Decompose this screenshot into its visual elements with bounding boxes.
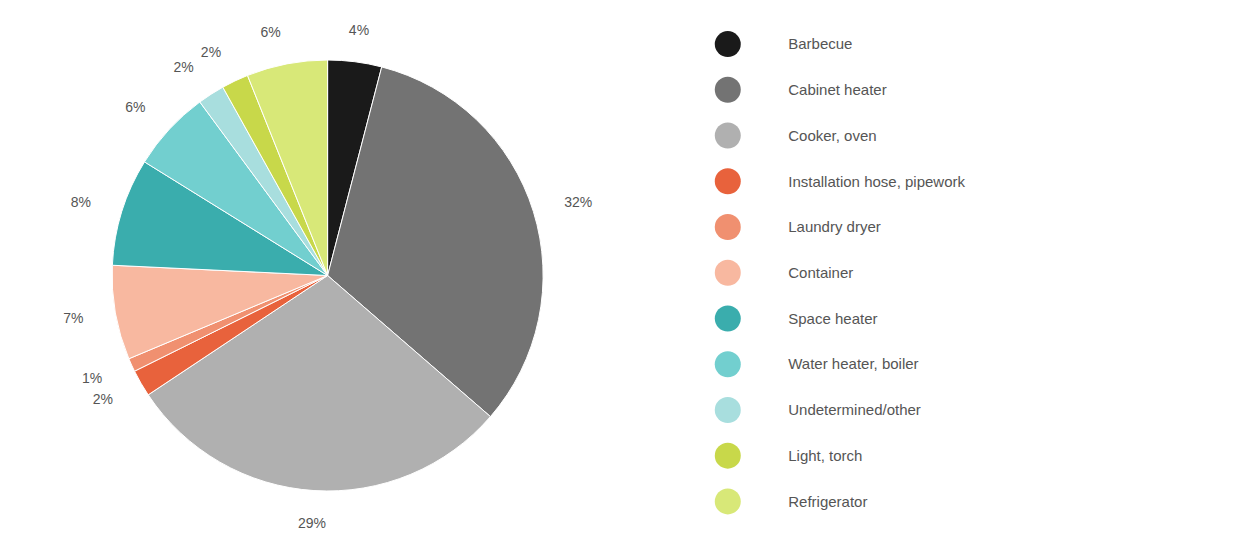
legend-label: Space heater — [788, 310, 877, 327]
data-label: 29% — [298, 515, 326, 531]
legend-swatch — [715, 488, 741, 514]
legend-swatch — [715, 31, 741, 57]
pie-slice — [248, 60, 328, 276]
legend-item: Container — [715, 260, 854, 286]
legend-label: Undetermined/other — [788, 401, 921, 418]
data-label: 4% — [349, 22, 369, 38]
legend-label: Laundry dryer — [788, 218, 881, 235]
legend-swatch — [715, 214, 741, 240]
legend-swatch — [715, 305, 741, 331]
legend-label: Cooker, oven — [788, 127, 876, 144]
legend-item: Water heater, boiler — [715, 351, 919, 377]
legend-item: Barbecue — [715, 31, 853, 57]
legend-swatch — [715, 351, 741, 377]
data-label: 2% — [173, 59, 193, 75]
legend-item: Light, torch — [715, 443, 863, 469]
legend-item: Refrigerator — [715, 488, 868, 514]
legend-item: Laundry dryer — [715, 214, 881, 240]
data-label: 8% — [71, 194, 91, 210]
legend: Barbecue Cabinet heater Cooker, oven Instal… — [715, 31, 966, 514]
legend-item: Cooker, oven — [715, 123, 877, 149]
legend-label: Cabinet heater — [788, 81, 886, 98]
legend-item: Cabinet heater — [715, 77, 887, 103]
data-label: 1% — [82, 370, 102, 386]
legend-label: Installation hose, pipework — [788, 173, 965, 190]
legend-swatch — [715, 123, 741, 149]
legend-swatch — [715, 443, 741, 469]
legend-swatch — [715, 77, 741, 103]
data-label: 6% — [260, 24, 280, 40]
legend-item: Undetermined/other — [715, 397, 921, 423]
legend-label: Container — [788, 264, 853, 281]
data-label: 2% — [201, 44, 221, 60]
chart: 4% 32% 29% 2% 1% 7% 8% 6% 2% 2% 6% Barbecue Cabinet … — [0, 0, 1260, 551]
legend-label: Refrigerator — [788, 493, 867, 510]
legend-label: Water heater, boiler — [788, 355, 918, 372]
data-label: 7% — [63, 310, 83, 326]
legend-swatch — [715, 168, 741, 194]
pie: 4% 32% 29% 2% 1% 7% 8% 6% 2% 2% 6% — [63, 22, 592, 531]
legend-swatch — [715, 260, 741, 286]
legend-swatch — [715, 397, 741, 423]
pie-slice — [112, 265, 328, 359]
legend-item: Installation hose, pipework — [715, 168, 966, 194]
data-label: 6% — [125, 99, 145, 115]
legend-label: Barbecue — [788, 35, 852, 52]
legend-item: Space heater — [715, 305, 878, 331]
legend-label: Light, torch — [788, 447, 862, 464]
data-label: 32% — [564, 194, 592, 210]
data-label: 2% — [93, 391, 113, 407]
